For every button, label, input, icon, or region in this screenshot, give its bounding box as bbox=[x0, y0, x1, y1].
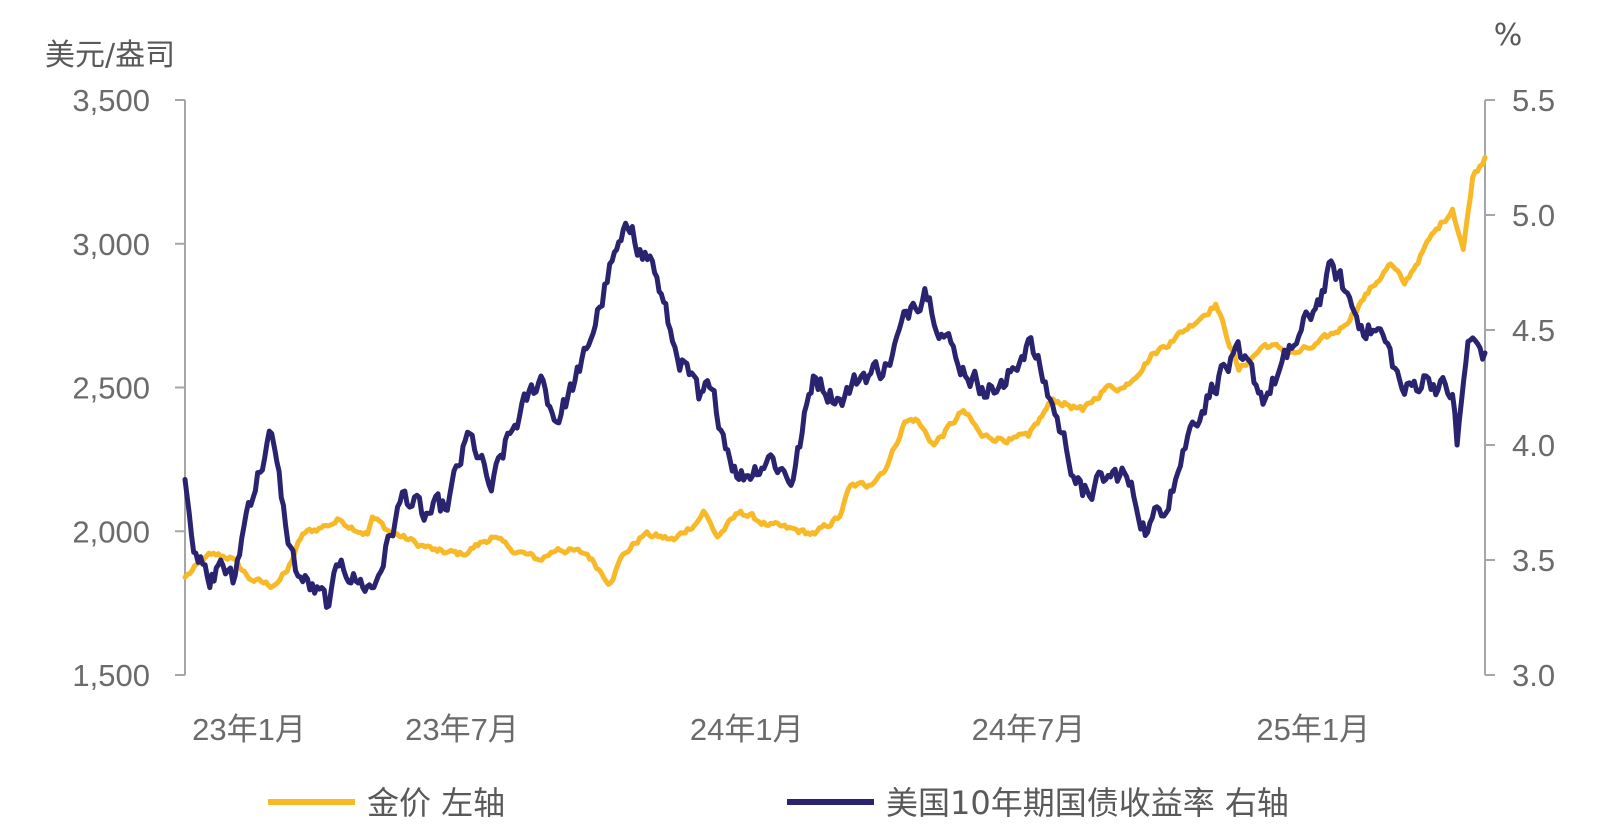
legend-item-gold: 金价 左轴 bbox=[268, 784, 505, 822]
left-tick-label: 2,000 bbox=[72, 514, 150, 549]
left-tick-label: 3,000 bbox=[72, 227, 150, 262]
right-tick-label: 5.5 bbox=[1512, 83, 1555, 118]
x-tick-label: 25年1月 bbox=[1256, 712, 1370, 747]
legend-label-yield: 美国10年期国债收益率 右轴 bbox=[886, 784, 1289, 822]
right-tick-label: 3.0 bbox=[1512, 658, 1555, 693]
left-tick-label: 3,500 bbox=[72, 83, 150, 118]
x-tick-label: 23年1月 bbox=[192, 712, 306, 747]
legend-item-yield: 美国10年期国债收益率 右轴 bbox=[787, 784, 1289, 822]
left-tick-label: 1,500 bbox=[72, 658, 150, 693]
gold-price-line bbox=[182, 155, 1488, 591]
x-tick-label: 23年7月 bbox=[405, 712, 519, 747]
left-axis-title: 美元/盎司 bbox=[45, 38, 175, 73]
right-y-axis: 5.5 5.0 4.5 4.0 3.5 3.0 bbox=[1484, 83, 1555, 693]
x-axis: 23年1月 23年7月 24年1月 24年7月 25年1月 bbox=[192, 712, 1370, 747]
legend-label-gold: 金价 左轴 bbox=[367, 784, 505, 822]
left-y-axis: 3,500 3,000 2,500 2,000 1,500 bbox=[72, 83, 186, 693]
right-tick-label: 5.0 bbox=[1512, 198, 1555, 233]
right-tick-label: 3.5 bbox=[1512, 543, 1555, 578]
x-tick-label: 24年1月 bbox=[690, 712, 804, 747]
right-tick-label: 4.0 bbox=[1512, 428, 1555, 463]
right-axis-title: % bbox=[1494, 18, 1523, 53]
left-tick-label: 2,500 bbox=[72, 371, 150, 406]
right-tick-label: 4.5 bbox=[1512, 313, 1555, 348]
x-tick-label: 24年7月 bbox=[972, 712, 1086, 747]
legend: 金价 左轴 美国10年期国债收益率 右轴 bbox=[268, 784, 1289, 822]
series-layer bbox=[182, 155, 1488, 610]
treasury-yield-line bbox=[182, 220, 1488, 610]
